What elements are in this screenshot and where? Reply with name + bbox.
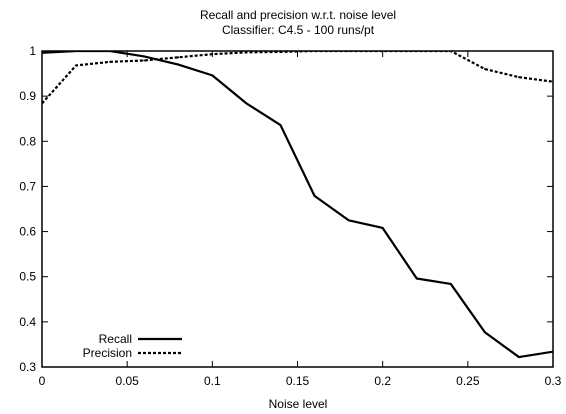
chart-subtitle: Classifier: C4.5 - 100 runs/pt [222, 23, 375, 37]
y-tick-label: 0.7 [19, 179, 36, 193]
data-point-recall [245, 102, 248, 105]
data-point-precision [109, 60, 112, 63]
data-point-recall [177, 63, 180, 66]
y-tick-label: 0.3 [19, 360, 36, 374]
plot-lines [42, 51, 553, 359]
x-tick-label: 0.05 [115, 374, 139, 388]
x-tick-label: 0.15 [286, 374, 310, 388]
data-point-precision [483, 68, 486, 70]
data-point-recall [211, 74, 214, 77]
series-line-precision [42, 51, 553, 105]
x-axis-label: Noise level [269, 397, 328, 411]
data-point-precision [143, 59, 146, 62]
legend-label-recall: Recall [99, 332, 132, 346]
data-point-recall [313, 195, 316, 197]
series-line-recall [42, 51, 553, 359]
x-tick-label: 0.1 [204, 374, 221, 388]
y-tick-label: 0.9 [19, 89, 36, 103]
data-point-recall [415, 277, 418, 280]
data-point-recall [347, 219, 350, 222]
y-tick-label: 0.6 [19, 225, 36, 239]
y-tick-label: 0.8 [19, 134, 36, 148]
plot-frame [41, 50, 554, 368]
data-point-recall [449, 283, 452, 285]
data-point-precision [245, 51, 248, 54]
data-point-precision [211, 53, 214, 56]
y-tick-label: 0.4 [19, 315, 36, 329]
data-point-recall [483, 331, 486, 334]
data-point-precision [177, 56, 180, 59]
chart-title: Recall and precision w.r.t. noise level [200, 8, 396, 22]
x-tick-label: 0.3 [545, 374, 562, 388]
x-tick-label: 0 [39, 374, 46, 388]
y-tick-label: 1 [29, 44, 36, 58]
data-point-recall [381, 227, 384, 229]
legend-label-precision: Precision [83, 346, 132, 360]
y-tick-label: 0.5 [19, 270, 36, 284]
x-tick-label: 0.25 [456, 374, 480, 388]
data-point-precision [75, 64, 77, 67]
x-axis: 0 0.05 0.1 0.15 0.2 0.25 0.3 [39, 51, 562, 388]
y-axis: 0.3 0.4 0.5 0.6 0.7 0.8 0.9 1 [19, 44, 553, 374]
data-point-precision [518, 76, 520, 79]
data-point-recall [279, 124, 282, 126]
data-point-recall [518, 356, 520, 358]
data-point-recall [143, 55, 146, 58]
x-tick-label: 0.2 [374, 374, 391, 388]
